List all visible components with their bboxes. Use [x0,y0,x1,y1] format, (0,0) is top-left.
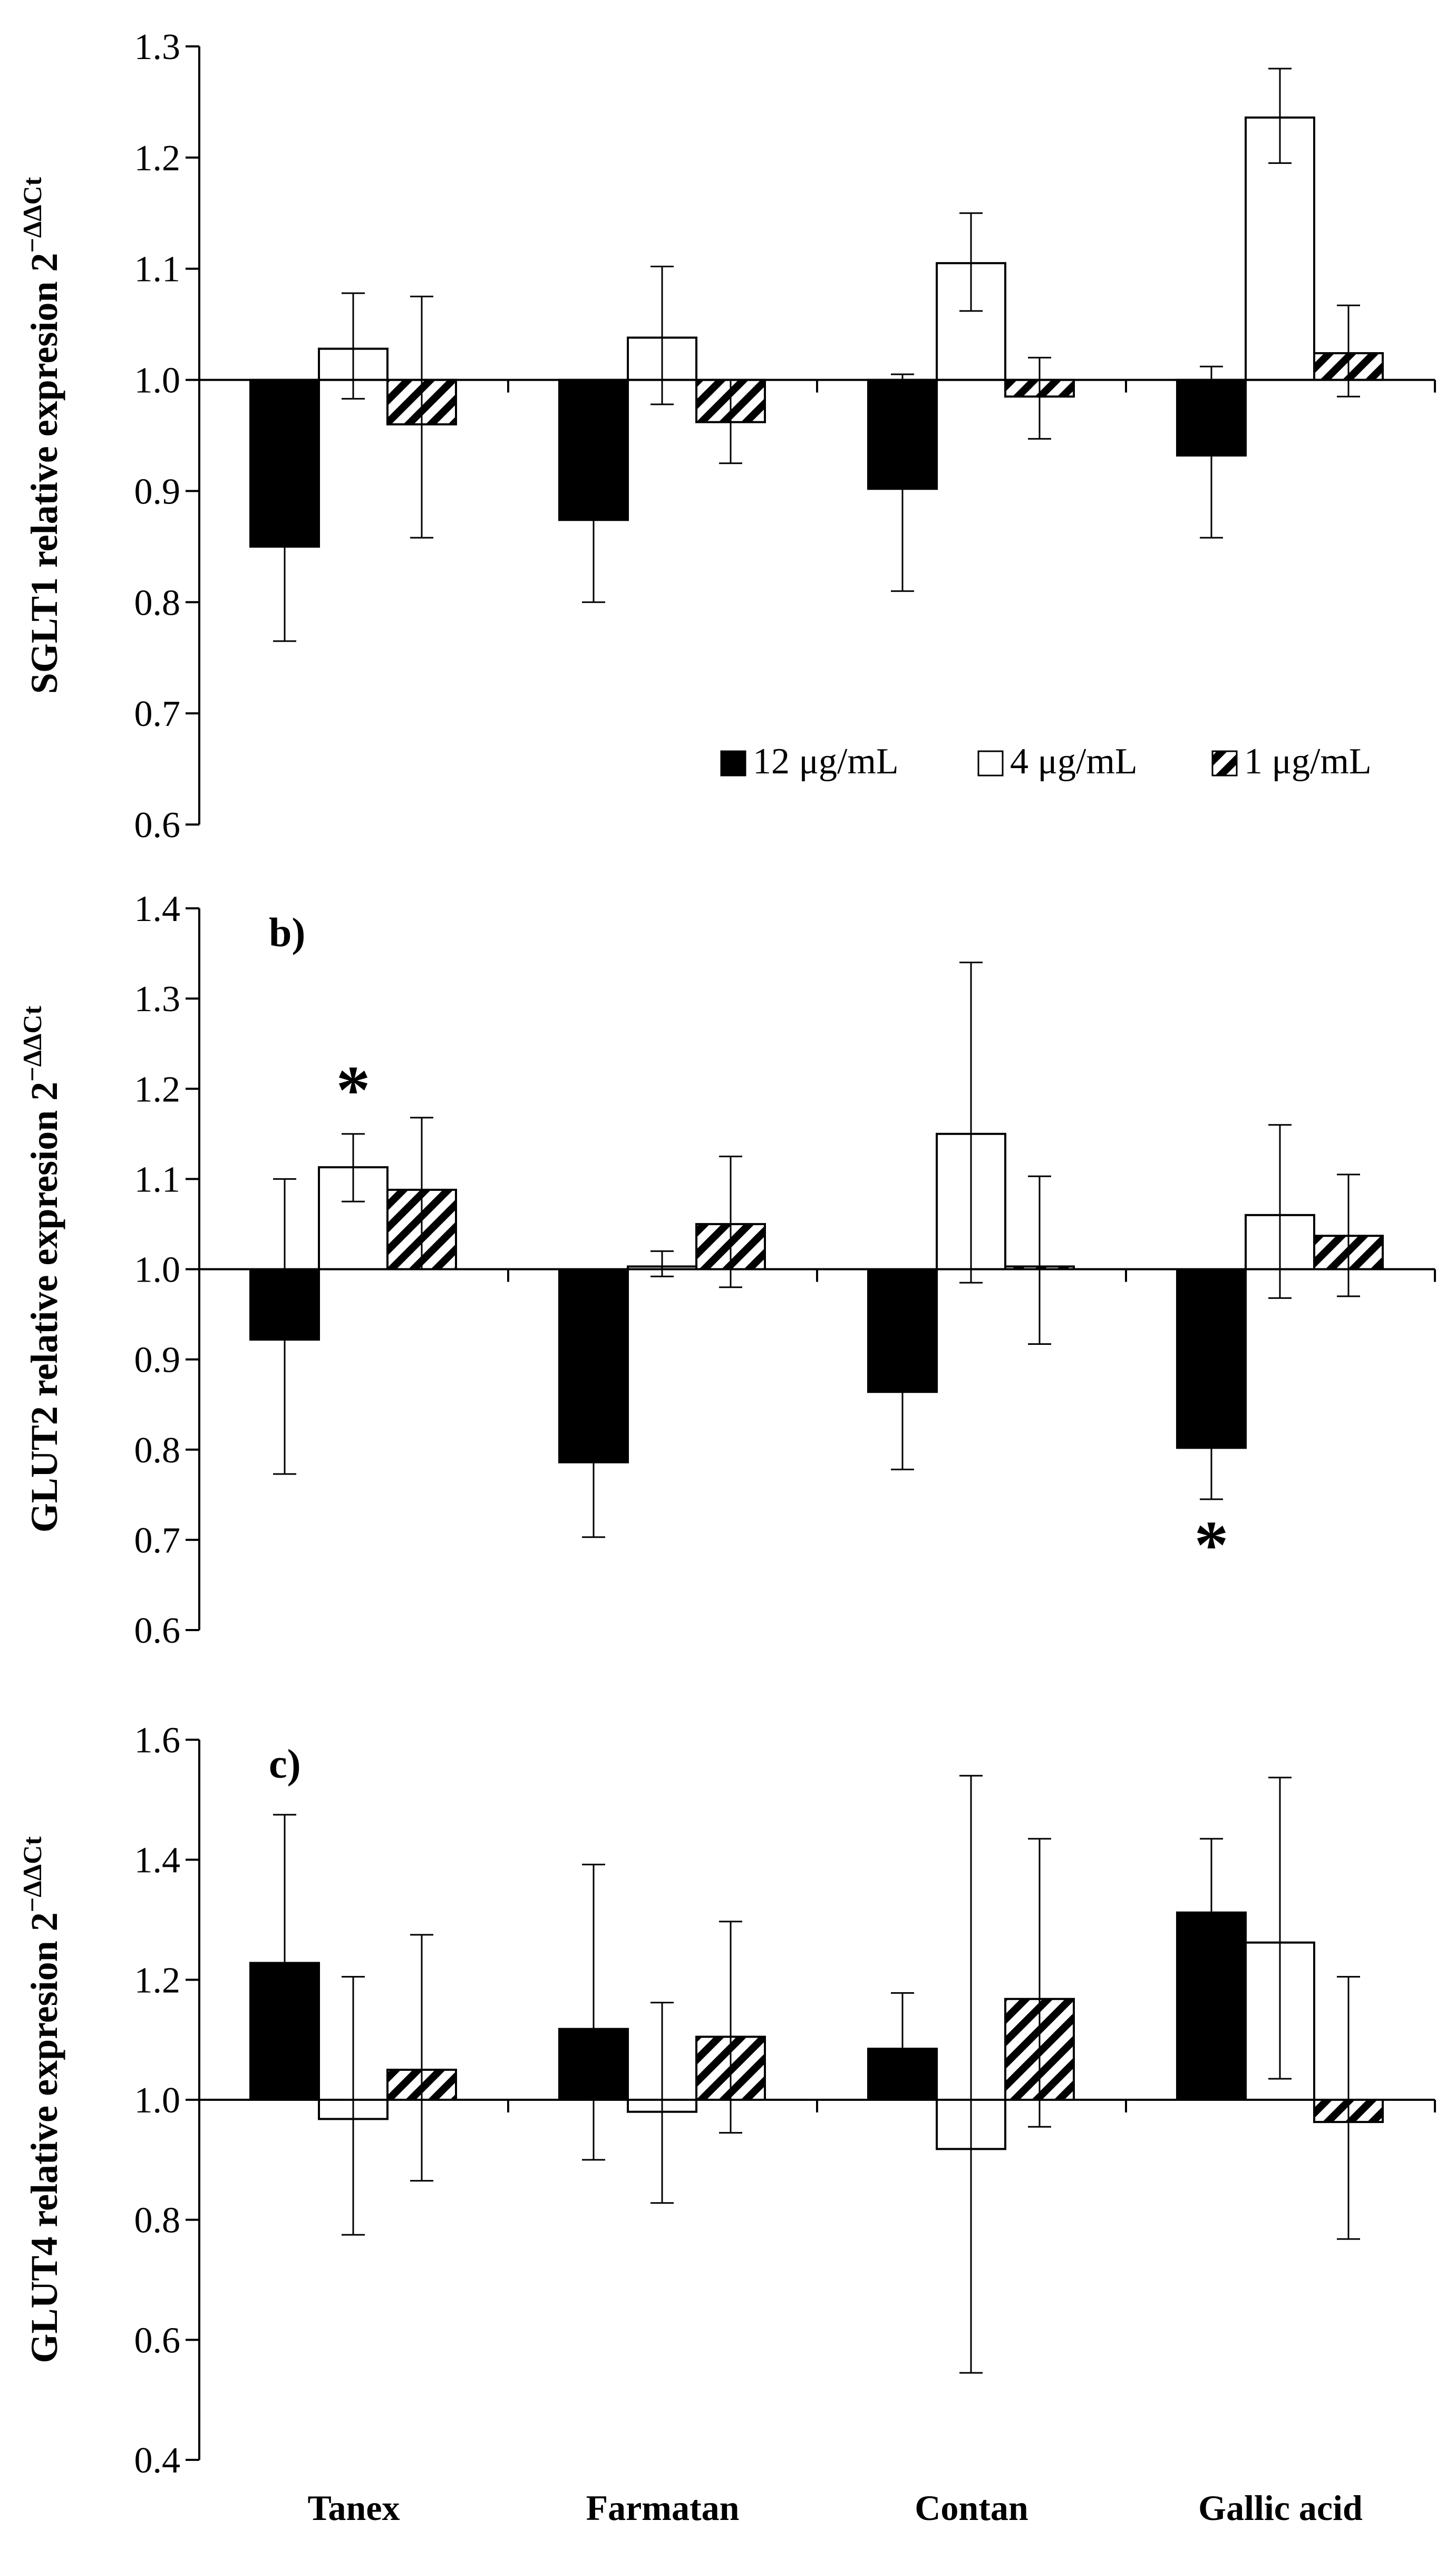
y-tick-label: 1.1 [134,249,181,290]
y-tick-label: 0.8 [134,583,181,623]
y-tick-label: 1.0 [134,2080,181,2121]
y-tick-label: 0.6 [134,2320,181,2361]
legend-label-3: 1 μg/mL [1244,741,1372,782]
y-tick-label: 0.6 [134,1611,181,1651]
y-axis-label-main: SGLT1 relative expresion 2 [23,253,65,694]
panel-3: 0.4 0.6 0.8 1.0 1.2 1.4 1.6 c) GLUT4 relative ex… [17,1720,1436,2481]
y-tick-label: 1.3 [134,27,181,67]
legend-swatch-1 [720,750,746,777]
y-tick-label: 1.4 [134,889,181,929]
y-axis-label-main: GLUT2 relative expresion 2 [23,1082,65,1533]
y-tick-label: 1.0 [134,361,181,401]
legend-label-1: 12 μg/mL [753,741,899,782]
panel-label: c) [269,1741,301,1787]
legend-swatch-3 [1211,750,1238,777]
panel-label: b) [269,909,305,955]
y-tick-label: 1.4 [134,1840,181,1881]
y-tick-label: 1.2 [134,138,181,179]
panel-2: 0.6 0.7 0.8 0.9 1.0 1.1 1.2 1.3 1.4 * * b) GLUT2 rel… [17,889,1436,1651]
y-axis-label-superscript: −ΔΔCt [17,1836,47,1912]
category-label: Contan [915,2488,1028,2528]
legend-swatch-2 [977,750,1004,777]
y-tick-label: 0.9 [134,1340,181,1381]
y-tick-label: 1.2 [134,1069,181,1110]
y-tick-label: 0.9 [134,471,181,512]
y-tick-label: 1.0 [134,1250,181,1291]
y-tick-label: 0.7 [134,1520,181,1561]
y-tick-label: 0.7 [134,694,181,734]
legend-label-2: 4 μg/mL [1010,741,1138,782]
y-axis-label-superscript: −ΔΔCt [17,1006,47,1082]
y-tick-label: 0.4 [134,2440,181,2481]
y-tick-label: 0.8 [134,1430,181,1471]
y-axis-label: GLUT2 relative expresion 2−ΔΔCt [17,1006,65,1533]
y-tick-label: 1.2 [134,1960,181,2001]
y-tick-label: 1.6 [134,1720,181,1761]
y-tick-label: 1.1 [134,1159,181,1200]
y-tick-label: 1.3 [134,979,181,1020]
panel-1: 0.6 0.7 0.8 0.9 1.0 1.1 1.2 1.3 SGLT1 relative e… [17,27,1436,846]
legend: 12 μg/mL 4 μg/mL 1 μg/mL [720,741,1372,782]
y-axis-label-superscript: −ΔΔCt [17,177,47,253]
y-tick-label: 0.8 [134,2200,181,2241]
y-axis-label-main: GLUT4 relative expresion 2 [23,1912,65,2363]
significance-marker: * [336,1052,371,1128]
y-tick-label: 0.6 [134,805,181,846]
category-label: Gallic acid [1198,2488,1363,2528]
significance-marker: * [1195,1507,1229,1583]
category-label: Farmatan [586,2488,740,2528]
category-label: Tanex [307,2488,400,2528]
y-axis-label: GLUT4 relative expresion 2−ΔΔCt [17,1836,65,2363]
y-axis-label: SGLT1 relative expresion 2−ΔΔCt [17,177,65,694]
